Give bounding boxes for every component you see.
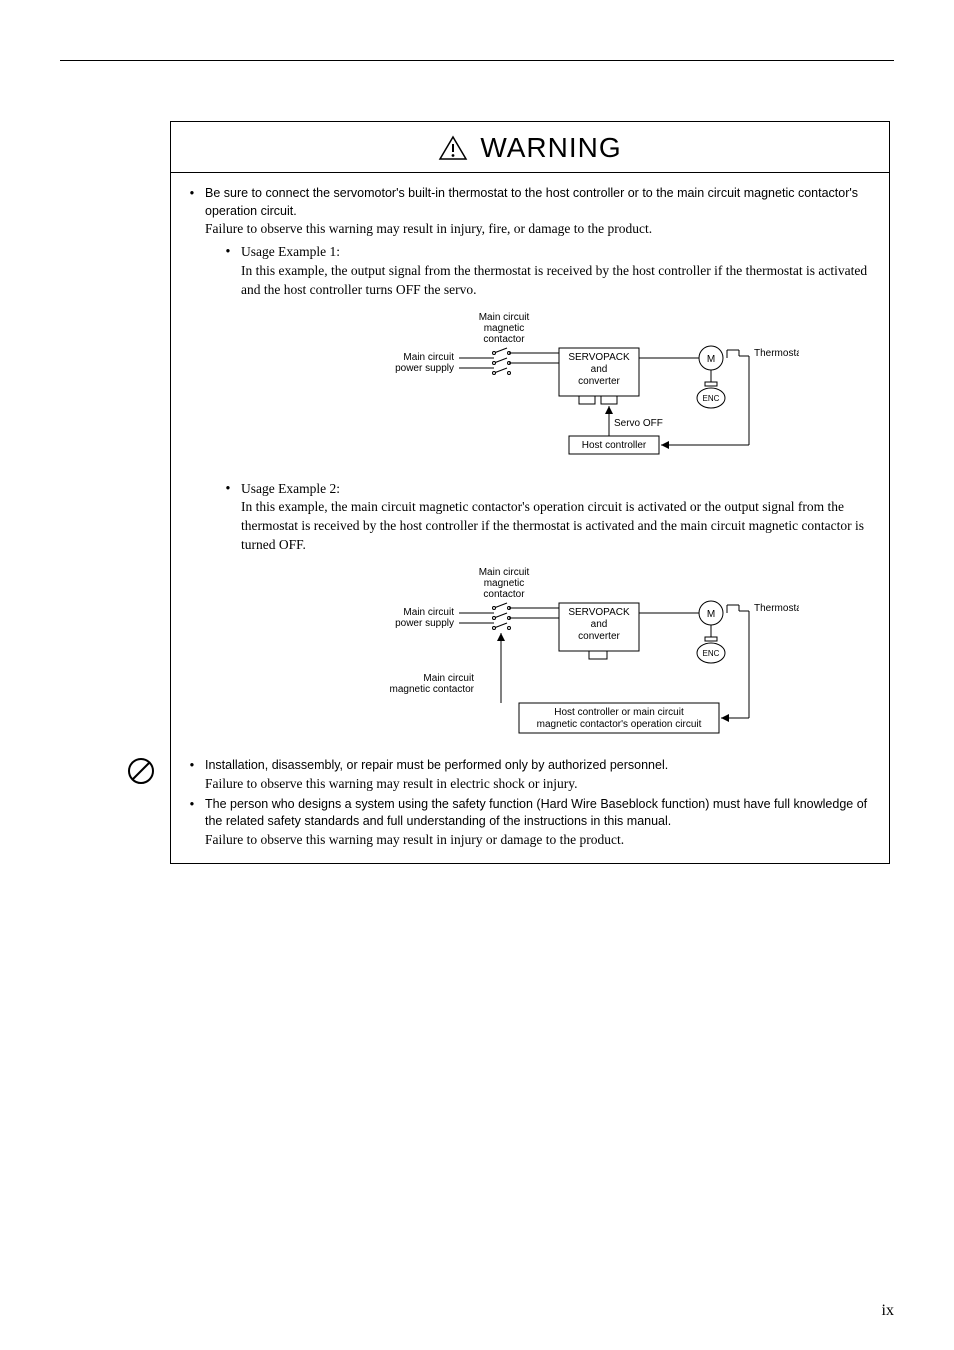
d2-host-l1: Host controller or main circuit	[554, 707, 684, 718]
d1-supply-l2: power supply	[395, 363, 454, 374]
d1-thermostat: Thermostat	[754, 348, 799, 359]
d2-contactor2-l2: magnetic contactor	[390, 684, 475, 695]
d1-supply-l1: Main circuit	[403, 352, 454, 363]
d2-servopack-l1: SERVOPACK	[568, 607, 630, 618]
example-2: • Usage Example 2: In this example, the …	[223, 480, 873, 556]
d2-enc: ENC	[703, 649, 720, 658]
d1-contactor-l3: contactor	[483, 334, 525, 345]
warning-label: WARNING	[480, 132, 621, 164]
bullet-safety-sub: Failure to observe this warning may resu…	[205, 831, 873, 850]
example-2-body: In this example, the main circuit magnet…	[241, 498, 873, 555]
top-rule	[60, 60, 894, 61]
d2-host-l2: magnetic contactor's operation circuit	[537, 719, 702, 730]
bullet-install: • Installation, disassembly, or repair m…	[187, 757, 873, 793]
d2-motor-m: M	[707, 609, 715, 620]
d2-supply-l2: power supply	[395, 618, 454, 629]
bullet-dot: •	[187, 796, 197, 850]
diagram-example-1: Main circuit magnetic contactor Main cir…	[279, 308, 799, 468]
example-2-title: Usage Example 2:	[241, 480, 873, 499]
d2-contactor2-l1: Main circuit	[423, 673, 474, 684]
d2-servopack-l2: and	[591, 619, 608, 630]
bullet-install-title: Installation, disassembly, or repair mus…	[205, 757, 668, 775]
d1-enc: ENC	[703, 394, 720, 403]
prohibit-icon	[127, 757, 155, 785]
d1-servopack-l2: and	[591, 364, 608, 375]
bullet-dot: •	[223, 480, 233, 556]
d2-servopack-l3: converter	[578, 631, 620, 642]
d2-supply-l1: Main circuit	[403, 607, 454, 618]
d1-servopack-l1: SERVOPACK	[568, 352, 630, 363]
bullet-dot: •	[223, 243, 233, 300]
d1-contactor-l1: Main circuit	[479, 312, 530, 323]
example-1: • Usage Example 1: In this example, the …	[223, 243, 873, 300]
bullet-thermostat-title: Be sure to connect the servomotor's buil…	[205, 185, 873, 220]
bullet-thermostat-sub: Failure to observe this warning may resu…	[205, 220, 873, 239]
diagram-example-2: Main circuit magnetic contactor Main cir…	[279, 563, 799, 743]
warning-header: WARNING	[171, 122, 889, 173]
d1-servopack-l3: converter	[578, 376, 620, 387]
d1-host: Host controller	[582, 440, 647, 451]
warning-title-group: WARNING	[438, 132, 621, 164]
bullet-safety: • The person who designs a system using …	[187, 796, 873, 850]
warning-triangle-icon	[438, 135, 468, 161]
bullet-dot: •	[187, 757, 197, 793]
d1-motor-m: M	[707, 354, 715, 365]
d1-contactor-l2: magnetic	[484, 323, 525, 334]
d2-thermostat: Thermostat	[754, 603, 799, 614]
bullet-install-sub: Failure to observe this warning may resu…	[205, 775, 668, 794]
d2-contactor-l2: magnetic	[484, 578, 525, 589]
bullet-thermostat: • Be sure to connect the servomotor's bu…	[187, 185, 873, 755]
bullet-dot: •	[187, 185, 197, 755]
d2-contactor-l1: Main circuit	[479, 567, 530, 578]
example-1-title: Usage Example 1:	[241, 243, 873, 262]
warning-body: • Be sure to connect the servomotor's bu…	[171, 173, 889, 863]
d2-contactor-l3: contactor	[483, 589, 525, 600]
warning-box: WARNING • Be sure to connect the servomo…	[170, 121, 890, 864]
page-number: ix	[882, 1302, 894, 1320]
bullet-safety-title: The person who designs a system using th…	[205, 796, 873, 831]
d1-servo-off: Servo OFF	[614, 418, 663, 429]
example-1-body: In this example, the output signal from …	[241, 262, 873, 300]
